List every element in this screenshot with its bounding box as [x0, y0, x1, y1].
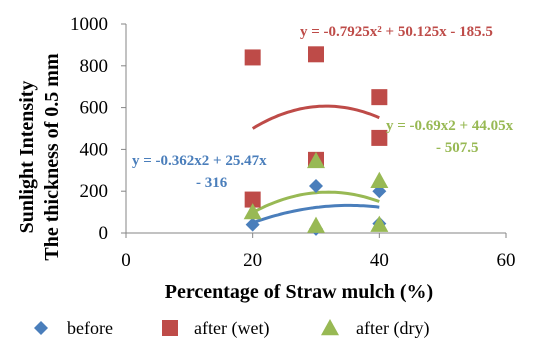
point-after-dry	[370, 171, 389, 188]
point-after-wet	[308, 46, 324, 63]
legend: before after (wet) after (dry)	[34, 318, 429, 339]
y-tick-label: 0	[99, 223, 109, 244]
legend-markers	[34, 319, 339, 336]
y-tick-label: 200	[80, 181, 109, 202]
equation-before-line1: y = -0.362x2 + 25.47x	[132, 153, 267, 169]
y-tick-label: 600	[80, 98, 109, 119]
legend-label-after-wet: after (wet)	[194, 318, 269, 339]
point-after-wet	[244, 191, 261, 208]
point-after-dry	[370, 215, 389, 232]
equation-after-wet: y = -0.7925x² + 50.125x - 185.5	[300, 24, 493, 40]
legend-marker-before	[34, 321, 48, 335]
x-tick-label: 40	[370, 250, 389, 271]
y-axis-title-line1: The thickness of 0.5 mm	[41, 53, 63, 261]
x-tick-labels: 0 20 40 60	[121, 250, 515, 271]
x-axis-title: Percentage of Straw mulch (%)	[165, 281, 433, 303]
legend-marker-after-wet	[162, 320, 178, 336]
point-before	[245, 217, 260, 232]
y-tick-label: 1000	[70, 14, 108, 35]
legend-marker-after-dry	[321, 319, 339, 336]
point-after-dry	[243, 203, 262, 220]
x-tick-label: 0	[121, 250, 131, 271]
legend-label-before: before	[67, 318, 113, 338]
trendline-after-dry	[251, 190, 380, 214]
y-tick-labels: 0 200 400 600 800 1000	[70, 14, 108, 244]
data-points	[243, 46, 389, 236]
y-axis-title-line2: Sunlight Intensity	[16, 81, 38, 234]
point-after-wet	[371, 129, 388, 146]
point-after-wet	[371, 89, 388, 106]
x-tick-label: 60	[497, 250, 516, 271]
trendline-before	[252, 203, 380, 225]
point-after-wet	[244, 49, 261, 66]
x-tick-label: 20	[243, 250, 262, 271]
point-before	[309, 178, 323, 193]
equation-after-dry-line1: y = -0.69x2 + 44.05x	[386, 118, 514, 134]
point-after-dry	[307, 216, 325, 233]
y-tick-label: 800	[80, 56, 109, 77]
equation-before-line2: - 316	[196, 175, 228, 191]
legend-label-after-dry: after (dry)	[356, 318, 429, 339]
trendline-after-wet	[251, 104, 380, 130]
point-after-dry	[307, 151, 325, 169]
equation-after-dry-line2: - 507.5	[436, 140, 479, 156]
y-tick-label: 400	[80, 139, 109, 160]
